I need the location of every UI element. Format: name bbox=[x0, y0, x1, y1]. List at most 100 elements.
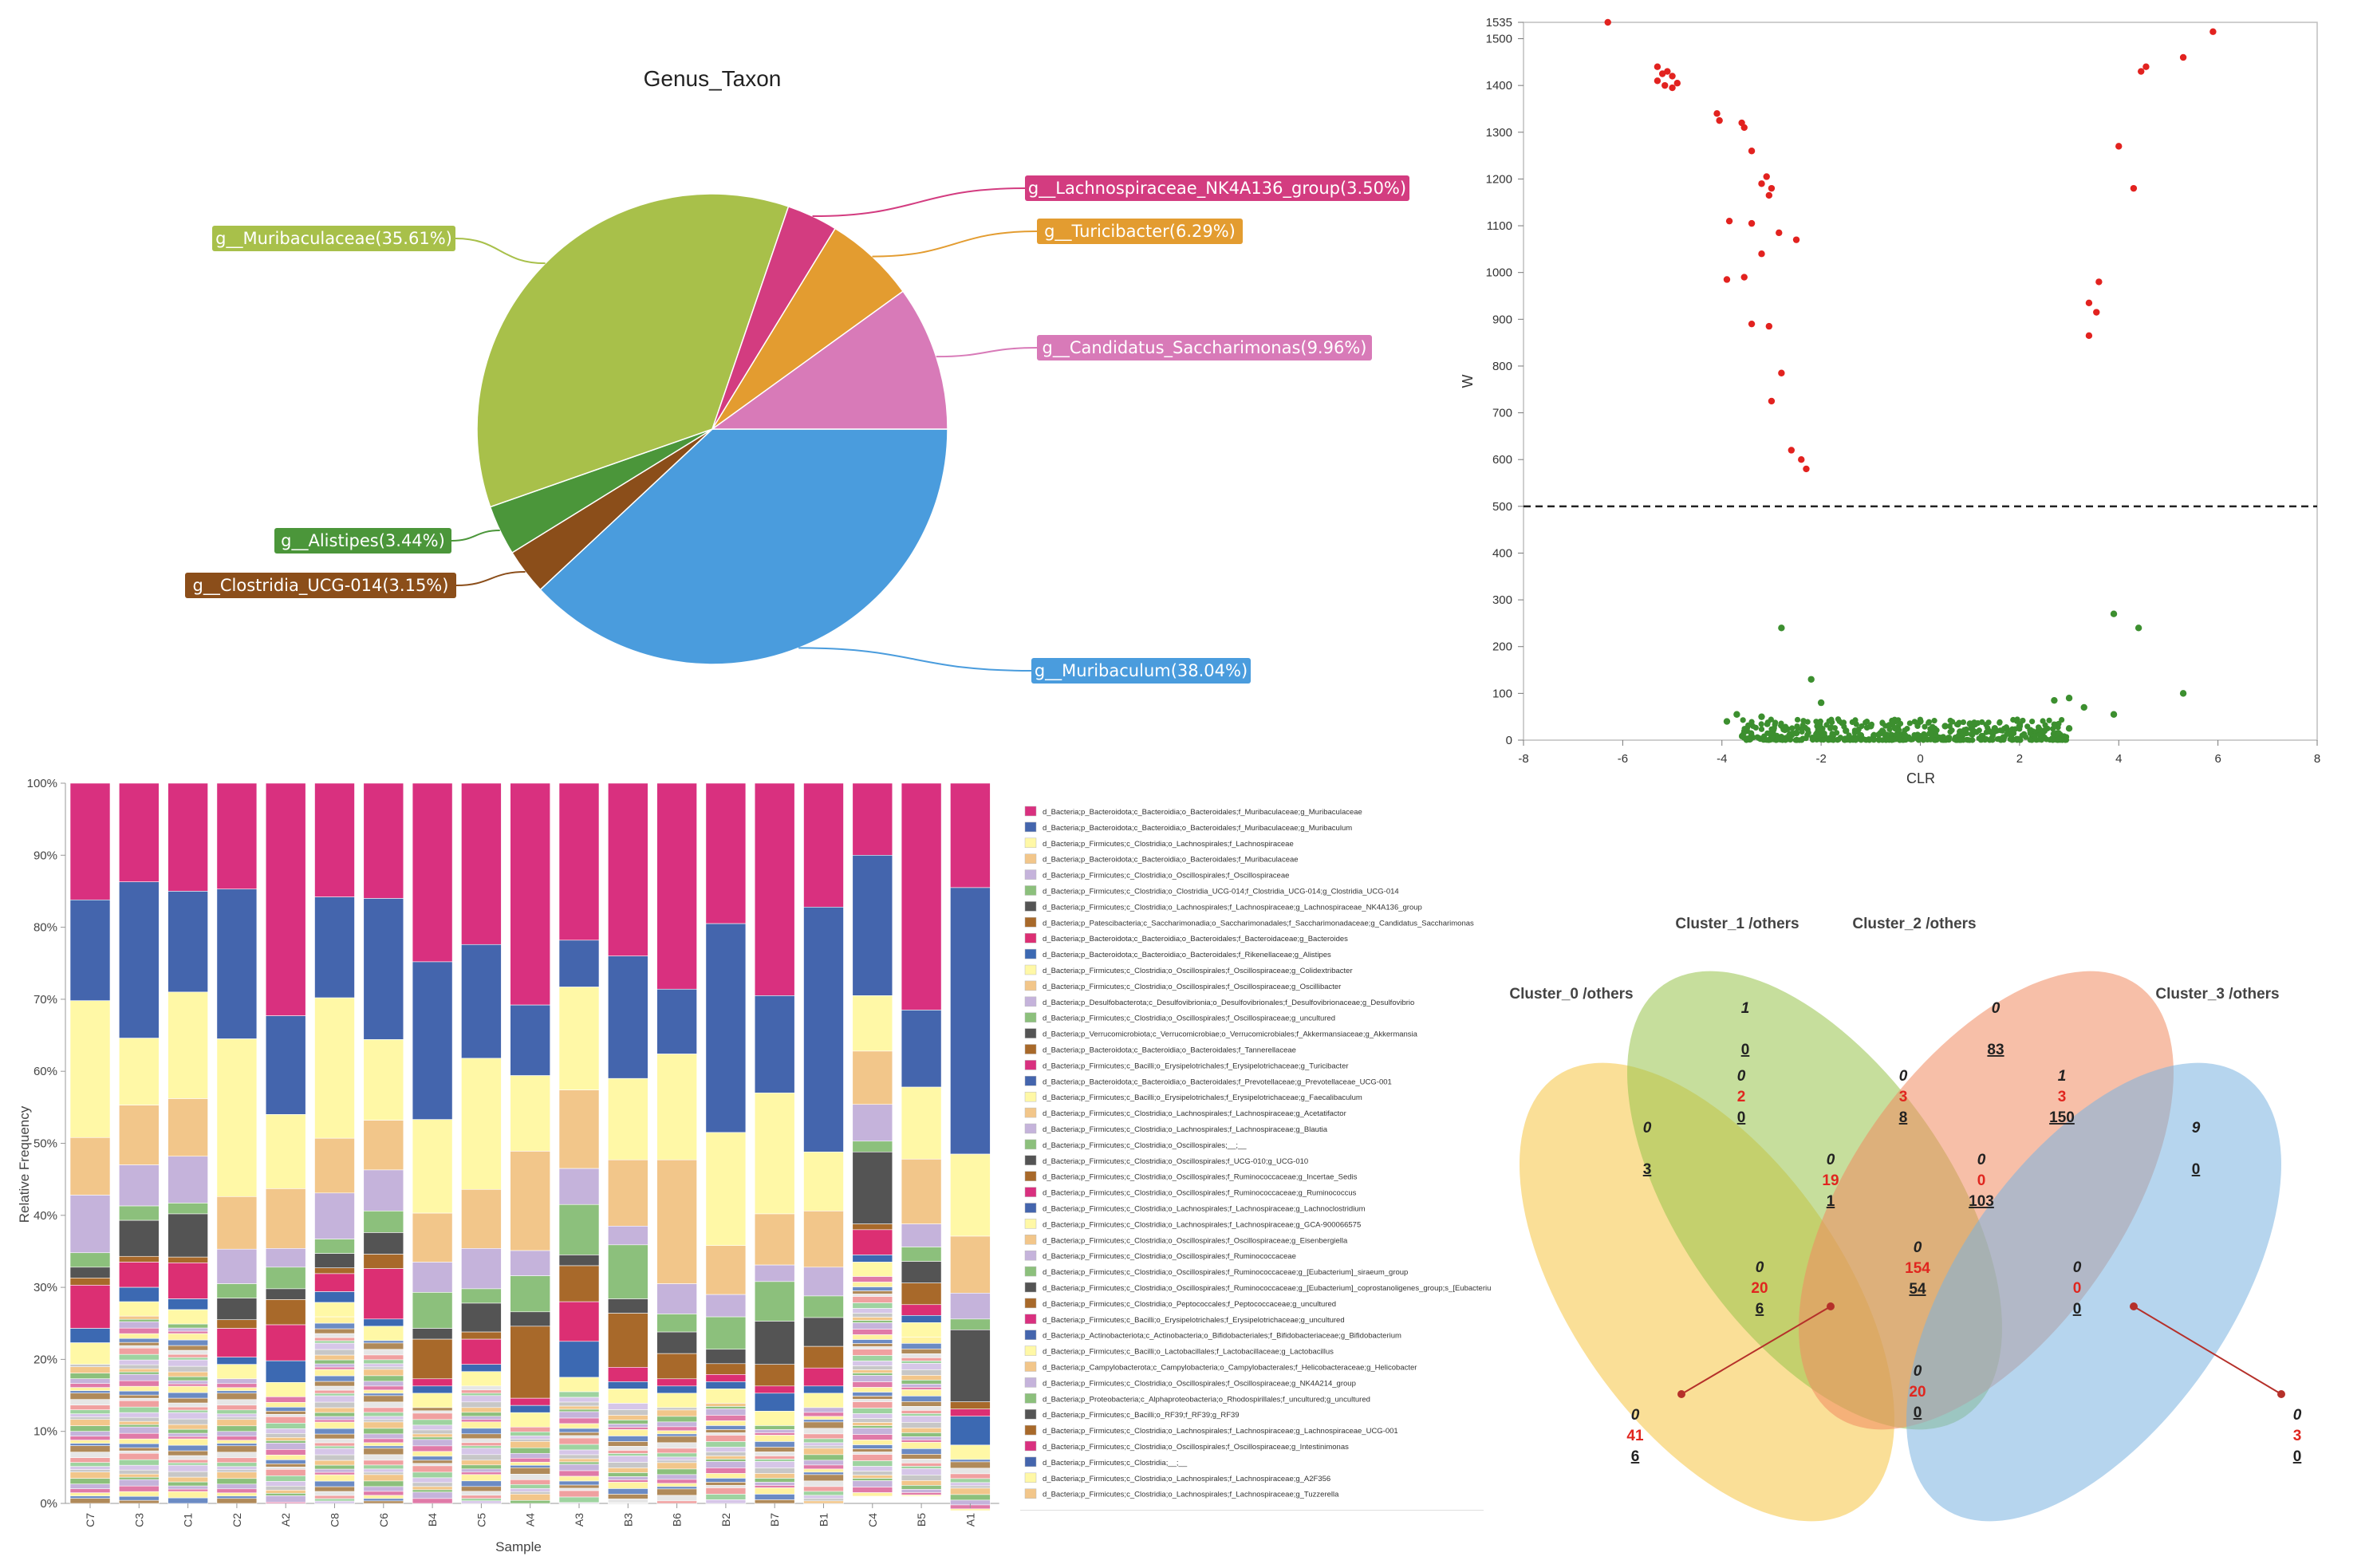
bar-segment bbox=[705, 1349, 747, 1365]
bar-segment bbox=[803, 1491, 844, 1496]
bar-segment bbox=[852, 1440, 893, 1445]
bar-segment bbox=[461, 1464, 502, 1470]
scatter-point bbox=[2015, 735, 2021, 743]
scatter-point bbox=[2179, 690, 2187, 697]
bar-segment bbox=[69, 1137, 111, 1196]
bar-segment bbox=[607, 1159, 648, 1227]
bar-segment bbox=[705, 782, 747, 924]
bar-segment bbox=[803, 1393, 844, 1408]
bar-segment bbox=[852, 1290, 893, 1294]
bar-segment bbox=[852, 1286, 893, 1291]
bar-segment bbox=[656, 1283, 697, 1314]
y-tick-label: 0 bbox=[1506, 734, 1512, 747]
bar-segment bbox=[705, 1420, 747, 1426]
bar-segment bbox=[461, 1498, 502, 1502]
bar-segment bbox=[216, 1399, 258, 1406]
bar-segment bbox=[119, 1315, 160, 1320]
bar-segment bbox=[69, 1498, 111, 1504]
bar-segment bbox=[412, 1498, 453, 1504]
bar-segment bbox=[558, 1168, 600, 1205]
scatter-point bbox=[2007, 736, 2013, 743]
scatter-point bbox=[1858, 737, 1864, 743]
scatter-point bbox=[2029, 718, 2036, 725]
bar-segment bbox=[510, 1426, 551, 1432]
y-tick-label: 1000 bbox=[1486, 266, 1512, 280]
scatter-point bbox=[1889, 736, 1895, 743]
bar-segment bbox=[168, 1357, 208, 1361]
bar-segment bbox=[950, 1468, 991, 1475]
bar-segment bbox=[705, 1381, 747, 1389]
bar-segment bbox=[314, 1445, 355, 1449]
bar-segment bbox=[901, 1349, 942, 1354]
bar-segment bbox=[607, 1403, 648, 1410]
bar-segment bbox=[314, 782, 355, 897]
bar-segment bbox=[363, 1486, 404, 1492]
legend-label: d_Bacteria;p_Firmicutes;c_Clostridia;o_O… bbox=[1043, 967, 1353, 975]
bar-segment bbox=[314, 1359, 355, 1365]
scatter-point bbox=[1758, 180, 1765, 187]
legend-label: d_Bacteria;p_Firmicutes;c_Clostridia;o_O… bbox=[1043, 1379, 1356, 1388]
bar-segment bbox=[216, 782, 258, 890]
bar-segment bbox=[314, 1291, 355, 1303]
bar-segment bbox=[363, 1039, 404, 1121]
bar-segment bbox=[656, 1331, 697, 1354]
bar-segment bbox=[168, 1323, 208, 1329]
bar-segment bbox=[754, 1429, 795, 1433]
bar-segment bbox=[461, 1421, 502, 1429]
bar-segment bbox=[461, 1248, 502, 1290]
scatter-point bbox=[1793, 736, 1800, 743]
bar-segment bbox=[754, 1478, 795, 1483]
bar-segment bbox=[656, 1483, 697, 1487]
bar-segment bbox=[607, 1367, 648, 1382]
y-tick-label: 1535 bbox=[1486, 16, 1512, 30]
bar-segment bbox=[412, 1465, 453, 1473]
scatter-point bbox=[1748, 320, 1756, 328]
bar-segment bbox=[852, 1478, 893, 1481]
legend-label: d_Bacteria;p_Firmicutes;c_Clostridia;o_C… bbox=[1043, 888, 1399, 896]
bar-segment bbox=[558, 1423, 600, 1429]
bar-segment bbox=[363, 1232, 404, 1255]
bar-segment bbox=[314, 1369, 355, 1377]
bar-segment bbox=[69, 1409, 111, 1415]
bar-segment bbox=[901, 1322, 942, 1338]
bar-segment bbox=[363, 782, 404, 899]
bar-segment bbox=[950, 1482, 991, 1487]
bar-segment bbox=[168, 1459, 208, 1464]
bar-segment bbox=[119, 1255, 160, 1263]
scatter-point bbox=[1875, 737, 1882, 743]
bar-segment bbox=[461, 1393, 502, 1397]
bar-segment bbox=[314, 1442, 355, 1447]
bar-segment bbox=[510, 1151, 551, 1251]
scatter-point bbox=[1859, 723, 1865, 730]
bar-segment bbox=[216, 1492, 258, 1497]
bar-segment bbox=[852, 1313, 893, 1318]
x-tick-label: 4 bbox=[2115, 752, 2122, 766]
bar-segment bbox=[69, 1393, 111, 1401]
bar-segment bbox=[558, 1449, 600, 1456]
bar-segment bbox=[901, 1387, 942, 1390]
scatter-point bbox=[1819, 726, 1826, 732]
bar-segment bbox=[363, 1359, 404, 1365]
scatter-point bbox=[1840, 719, 1847, 726]
bar-segment bbox=[461, 1188, 502, 1249]
scatter-point bbox=[1669, 84, 1676, 92]
bar-segment bbox=[510, 1275, 551, 1313]
bar-segment bbox=[754, 1499, 795, 1504]
bar-segment bbox=[265, 1467, 306, 1470]
x-tick-label: -6 bbox=[1618, 752, 1628, 766]
scatter-point bbox=[1828, 716, 1835, 723]
venn-region-count: 6 bbox=[1631, 1448, 1640, 1465]
legend-swatch bbox=[1024, 1345, 1037, 1356]
bar-segment bbox=[852, 1223, 893, 1231]
bar-segment bbox=[69, 1436, 111, 1441]
bar-segment bbox=[803, 1498, 844, 1502]
bar-segment bbox=[803, 1486, 844, 1492]
pie-callout-box bbox=[185, 573, 456, 598]
bar-segment bbox=[168, 1256, 208, 1263]
y-tick-label: 20% bbox=[34, 1353, 57, 1366]
bar-segment bbox=[754, 1321, 795, 1365]
scatter-point bbox=[1971, 719, 1977, 726]
scatter-point bbox=[1911, 732, 1918, 739]
bar-segment bbox=[656, 1314, 697, 1333]
scatter-point bbox=[1764, 737, 1770, 743]
